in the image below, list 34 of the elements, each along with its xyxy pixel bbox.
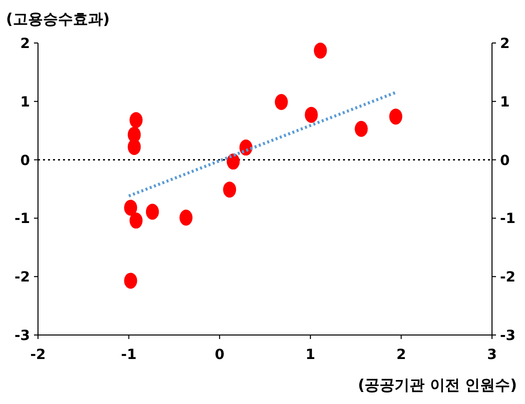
x-tick-label: -2 bbox=[30, 347, 46, 363]
point bbox=[223, 182, 236, 198]
y-tick-label: 2 bbox=[20, 36, 30, 52]
x-tick-label: 1 bbox=[306, 347, 316, 363]
x-tick-label: 3 bbox=[487, 347, 497, 363]
point bbox=[124, 272, 138, 289]
point bbox=[354, 120, 368, 137]
point bbox=[180, 210, 193, 226]
point bbox=[274, 94, 288, 110]
point bbox=[128, 138, 141, 155]
point bbox=[226, 154, 240, 170]
y2-tick-label: 1 bbox=[500, 94, 510, 110]
y-tick-label: -2 bbox=[14, 270, 30, 286]
point bbox=[130, 212, 143, 229]
point bbox=[124, 200, 138, 216]
x-tick-label: -1 bbox=[121, 347, 137, 363]
y2-tick-label: -1 bbox=[500, 211, 516, 228]
y-tick-label: 1 bbox=[20, 94, 30, 110]
y2-tick-label: 0 bbox=[500, 152, 510, 169]
y2-tick-label: 2 bbox=[500, 36, 510, 52]
y2-tick-label: -3 bbox=[500, 328, 516, 344]
x-tick-label: 2 bbox=[396, 347, 406, 363]
point bbox=[146, 204, 159, 220]
y-tick-label: 0 bbox=[20, 152, 30, 169]
y2-tick-label: -2 bbox=[500, 270, 516, 286]
y-axis-title: (고용승수효과) bbox=[6, 10, 110, 28]
x-axis-title: (공공기관 이전 인원수) bbox=[358, 376, 517, 394]
point bbox=[304, 106, 318, 123]
point bbox=[389, 108, 402, 125]
point bbox=[314, 42, 327, 59]
y-tick-label: -3 bbox=[14, 328, 30, 344]
point bbox=[130, 112, 143, 128]
x-tick-label: 0 bbox=[214, 347, 225, 363]
y-tick-label: -1 bbox=[14, 211, 30, 228]
